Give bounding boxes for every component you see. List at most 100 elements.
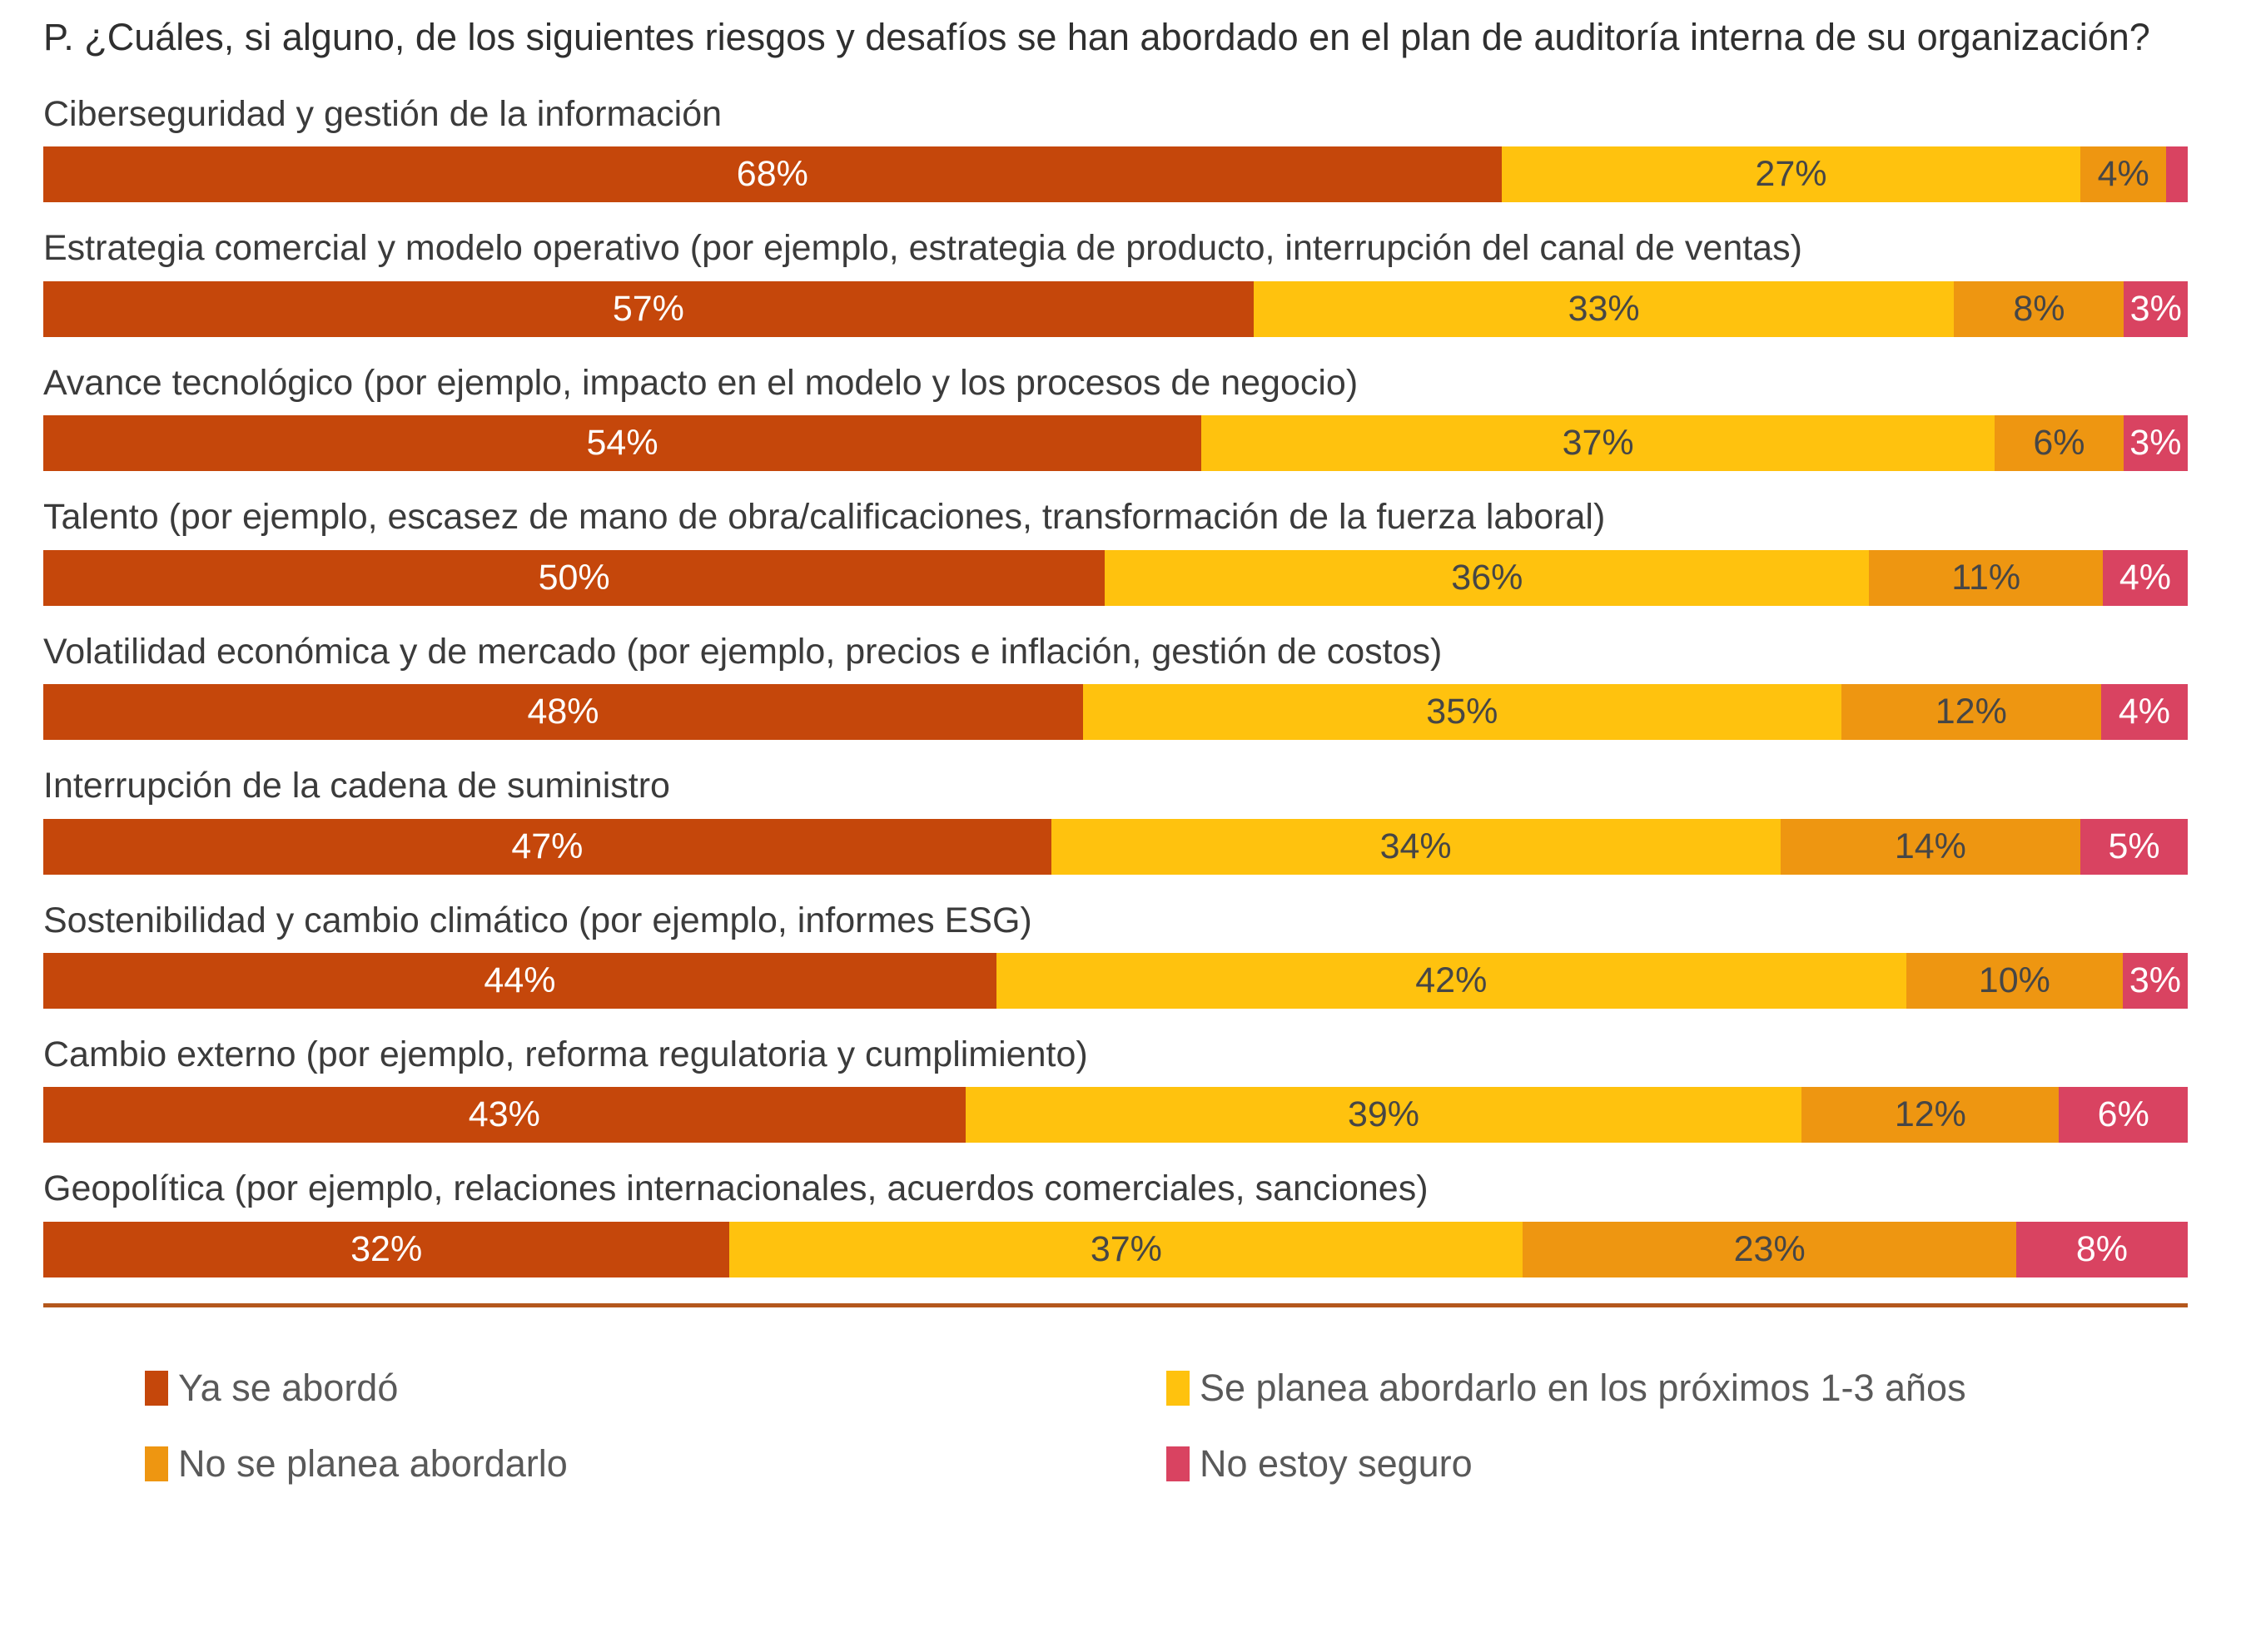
bar-segment-value: 37% (1090, 1228, 1162, 1269)
bar-segment: 12% (1841, 684, 2101, 741)
bar-segment-value: 4% (2097, 154, 2149, 195)
bar-segment-value: 4% (2118, 692, 2171, 732)
chart-row: Interrupción de la cadena de suministro 4… (43, 766, 2188, 875)
bar-segment-value: 11% (1951, 557, 2021, 598)
stacked-bar-chart: Ciberseguridad y gestión de la informaci… (43, 93, 2189, 1277)
category-label: Ciberseguridad y gestión de la informaci… (43, 93, 723, 134)
bar-segment-value: 42% (1415, 960, 1488, 1000)
bar-segment-value: 8% (2013, 288, 2065, 329)
bar-segment: 4% (2080, 146, 2167, 203)
bar-segment-value: 3% (2129, 288, 2182, 329)
legend-item-already-addressed: Ya se abordó (145, 1367, 1166, 1409)
legend-item-not-planned: No se planea abordarlo (145, 1443, 1166, 1485)
bar-segment: 43% (43, 1087, 966, 1144)
bar-segment: 37% (1201, 415, 1995, 472)
chart-row: Geopolítica (por ejemplo, relaciones int… (43, 1168, 2188, 1277)
bar-segment-value: 48% (527, 692, 599, 732)
bar-segment: 10% (1906, 952, 2123, 1009)
category-label: Volatilidad económica y de mercado (por … (43, 631, 1443, 672)
bar-segment: 4% (2102, 549, 2188, 606)
bar-segment-value: 5% (2108, 826, 2160, 866)
bar-segment: 36% (1105, 549, 1870, 606)
bar-segment-value: 43% (468, 1094, 540, 1135)
bar-segment: 35% (1082, 684, 1841, 741)
legend-item-not-sure: No estoy seguro (1166, 1443, 2188, 1485)
bar-segment-value: 50% (538, 557, 610, 598)
bar-segment: 42% (996, 952, 1906, 1009)
stacked-bar: 50% 36% 11% 4% (43, 549, 2188, 606)
bar-segment: 68% (43, 146, 1502, 203)
bar-segment: 8% (2015, 1221, 2188, 1277)
legend-divider (43, 1302, 2188, 1307)
chart-row: Sostenibilidad y cambio climático (por e… (43, 900, 2188, 1009)
bar-segment-value: 3% (2129, 423, 2182, 464)
chart-row: Avance tecnológico (por ejemplo, impacto… (43, 362, 2189, 472)
legend-swatch-not-sure (1166, 1446, 1190, 1482)
bar-segment-value: 23% (1733, 1228, 1806, 1269)
bar-segment-value: 54% (586, 423, 658, 464)
bar-segment-value: 14% (1894, 826, 1966, 866)
stacked-bar: 47% 34% 14% 5% (43, 818, 2188, 875)
bar-segment (2166, 146, 2189, 203)
chart-row: Volatilidad económica y de mercado (por … (43, 631, 2188, 741)
legend-swatch-already-addressed (145, 1370, 168, 1406)
stacked-bar: 68% 27% 4% (43, 146, 2189, 203)
bar-segment-value: 35% (1426, 692, 1498, 732)
bar-segment-value: 3% (2129, 960, 2182, 1000)
category-label: Cambio externo (por ejemplo, reforma reg… (43, 1034, 1088, 1074)
bar-segment: 37% (729, 1221, 1523, 1277)
bar-segment: 14% (1780, 818, 2081, 875)
bar-segment-value: 8% (2075, 1228, 2129, 1269)
bar-segment: 34% (1051, 818, 1781, 875)
category-label: Avance tecnológico (por ejemplo, impacto… (43, 362, 1359, 403)
stacked-bar: 48% 35% 12% 4% (43, 684, 2188, 741)
legend-swatch-planned-1-3-years (1166, 1370, 1190, 1406)
chart-row: Talento (por ejemplo, escasez de mano de… (43, 497, 2188, 606)
bar-segment-value: 32% (350, 1228, 423, 1269)
bar-segment: 4% (2100, 684, 2188, 741)
chart-row: Ciberseguridad y gestión de la informaci… (43, 93, 2189, 203)
category-label: Interrupción de la cadena de suministro (43, 766, 670, 806)
bar-segment-value: 10% (1978, 960, 2050, 1000)
legend-label: No se planea abordarlo (178, 1442, 568, 1486)
category-label: Talento (por ejemplo, escasez de mano de… (43, 497, 1606, 538)
bar-segment: 54% (43, 415, 1202, 472)
legend-swatch-not-planned (145, 1446, 168, 1482)
bar-segment-value: 33% (1568, 288, 1640, 329)
bar-segment: 6% (2059, 1087, 2189, 1144)
bar-segment: 33% (1253, 280, 1955, 337)
bar-segment: 48% (43, 684, 1083, 741)
bar-segment: 44% (43, 952, 996, 1009)
bar-segment: 8% (1954, 280, 2124, 337)
stacked-bar: 43% 39% 12% 6% (43, 1087, 2189, 1144)
bar-segment: 27% (1501, 146, 2081, 203)
bar-segment-value: 4% (2119, 557, 2172, 598)
stacked-bar: 57% 33% 8% 3% (43, 280, 2188, 337)
legend-label: No estoy seguro (1200, 1442, 1473, 1486)
bar-segment: 11% (1869, 549, 2103, 606)
legend-item-planned-1-3-years: Se planea abordarlo en los próximos 1-3 … (1166, 1367, 2188, 1409)
bar-segment: 57% (43, 280, 1254, 337)
category-label: Estrategia comercial y modelo operativo … (43, 228, 1802, 269)
category-label: Geopolítica (por ejemplo, relaciones int… (43, 1168, 1429, 1209)
bar-segment: 3% (2123, 415, 2189, 472)
bar-segment-value: 12% (1935, 692, 2007, 732)
legend-label: Ya se abordó (178, 1366, 399, 1409)
bar-segment: 6% (1995, 415, 2124, 472)
bar-segment: 50% (43, 549, 1106, 606)
bar-segment-value: 57% (612, 288, 684, 329)
stacked-bar: 44% 42% 10% 3% (43, 952, 2188, 1009)
bar-segment-value: 27% (1755, 154, 1827, 195)
bar-segment: 23% (1523, 1221, 2016, 1277)
bar-segment: 47% (43, 818, 1051, 875)
bar-segment-value: 44% (484, 960, 556, 1000)
bar-segment-value: 36% (1451, 557, 1523, 598)
bar-segment-value: 39% (1347, 1094, 1420, 1135)
category-label: Sostenibilidad y cambio climático (por e… (43, 900, 1032, 940)
bar-segment-value: 47% (511, 826, 584, 866)
bar-segment-value: 68% (736, 154, 808, 195)
stacked-bar: 54% 37% 6% 3% (43, 415, 2189, 472)
bar-segment-value: 34% (1379, 826, 1452, 866)
bar-segment: 12% (1801, 1087, 2060, 1144)
stacked-bar: 32% 37% 23% 8% (43, 1221, 2188, 1277)
